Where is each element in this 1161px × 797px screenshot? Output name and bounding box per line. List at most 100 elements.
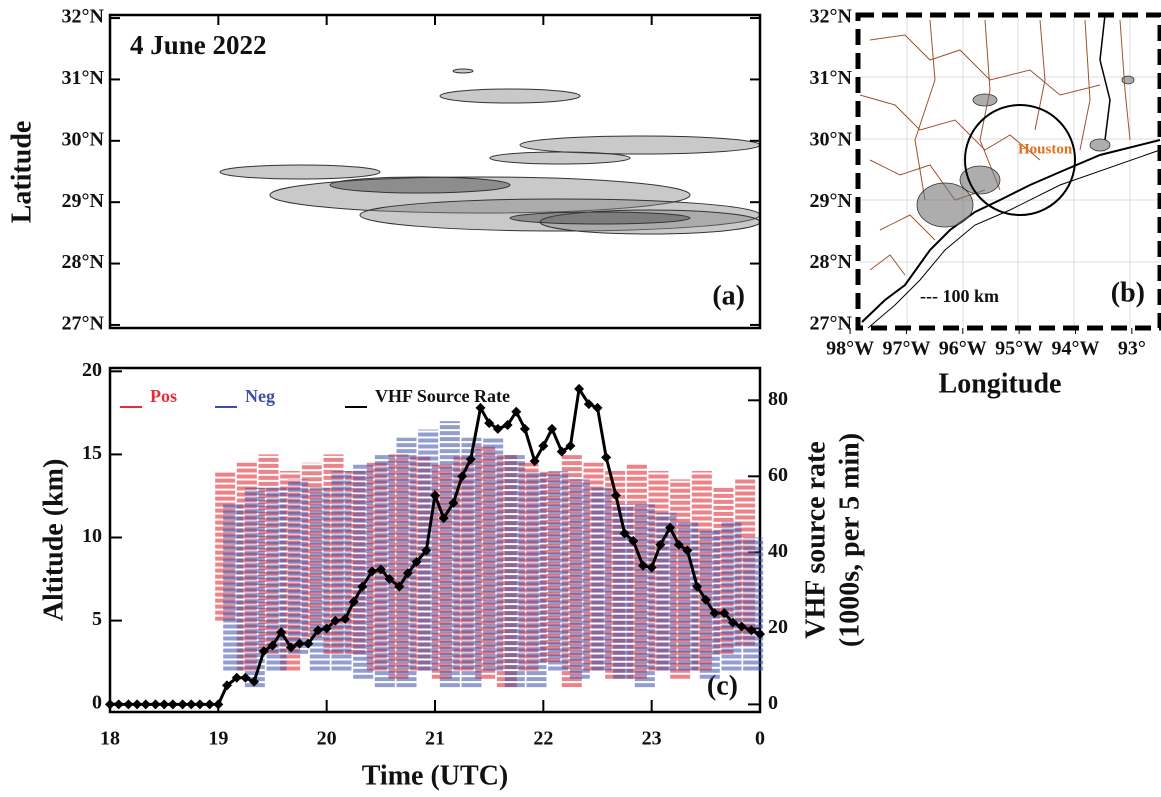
vhf-point: [150, 699, 161, 710]
x-tick-label: 23: [642, 728, 662, 750]
vhf-point: [746, 625, 757, 636]
vhf-point: [673, 539, 684, 550]
y-tick-label: 5: [92, 608, 102, 630]
vhf-point: [194, 699, 205, 710]
vhf-point: [547, 423, 557, 434]
vhf-point: [655, 539, 666, 550]
vhf-point: [692, 581, 703, 592]
vhf-point: [529, 456, 540, 467]
x-tick-label: 21: [425, 728, 445, 750]
vhf-point: [123, 699, 134, 710]
frame-a: [108, 13, 762, 330]
x-axis-label: Time (UTC): [362, 760, 508, 791]
vhf-point: [132, 699, 143, 710]
vhf-point: [313, 625, 323, 636]
vhf-point: [340, 613, 351, 624]
legend-label: VHF Source Rate: [375, 386, 510, 406]
vhf-point: [665, 522, 676, 533]
x-tick-label: 20: [317, 728, 337, 750]
vhf-point: [222, 680, 232, 691]
vhf-point: [348, 596, 359, 607]
vhf-point: [303, 638, 314, 649]
y2-axis-label: VHF source rate: [800, 441, 831, 639]
vhf-point: [601, 452, 612, 463]
title: 4 June 2022: [130, 30, 267, 60]
vhf-point: [330, 615, 341, 626]
x-tick-label: 93°: [1118, 338, 1146, 360]
vhf-point: [519, 423, 530, 434]
y-tick-label: 10: [82, 525, 102, 547]
legend-label: Neg: [245, 386, 275, 406]
city-label: Houston: [1018, 141, 1073, 157]
map-b: [858, 14, 1161, 329]
x-tick-label: 19: [208, 728, 228, 750]
vhf-point: [619, 528, 630, 539]
vhf-point: [113, 699, 124, 710]
y-axis-label: Latitude: [6, 121, 37, 224]
vhf-point: [421, 545, 432, 556]
vhf-point: [231, 672, 242, 683]
y-tick-label: 27°N: [810, 313, 853, 335]
panel-label: (a): [712, 280, 745, 311]
y2-axis-label: (1000s, per 5 min): [834, 433, 865, 647]
vhf-point: [384, 573, 395, 584]
vhf-point: [755, 629, 765, 640]
y-tick-label: 30°N: [810, 128, 853, 150]
vhf-point: [592, 402, 603, 413]
vhf-point: [492, 423, 503, 434]
vhf-point: [402, 568, 413, 579]
x-tick-label: 22: [533, 728, 553, 750]
y-tick-label: 15: [82, 442, 102, 464]
x-tick-label: 18: [100, 728, 120, 750]
vhf-point: [321, 623, 332, 634]
y2-tick-label: 40: [768, 540, 788, 562]
vhf-point: [583, 399, 594, 410]
vhf-point: [475, 402, 486, 413]
y2-tick-label: 0: [768, 692, 778, 714]
y-tick-label: 0: [92, 691, 102, 713]
y2-tick-label: 20: [768, 616, 788, 638]
vhf-point: [213, 699, 224, 710]
vhf-point: [285, 642, 296, 653]
vhf-point: [357, 581, 368, 592]
vhf-point: [411, 556, 422, 567]
vhf-point: [646, 562, 657, 573]
vhf-point: [159, 699, 170, 710]
vhf-point: [638, 560, 648, 571]
vhf-point: [448, 497, 459, 508]
x-tick-label: 94°W: [1051, 338, 1099, 360]
vhf-point: [719, 608, 730, 619]
y-tick-label: 20: [82, 359, 102, 381]
y-tick-label: 32°N: [62, 6, 105, 28]
vhf-point: [375, 564, 386, 575]
vhf-point: [140, 699, 151, 710]
y-tick-label: 28°N: [810, 251, 853, 273]
vhf-point: [294, 638, 305, 649]
vhf-point: [700, 594, 711, 605]
vhf-point: [565, 440, 576, 451]
vhf-point: [538, 440, 549, 451]
y-tick-label: 32°N: [810, 6, 853, 28]
vhf-point: [610, 490, 621, 501]
vhf-point: [727, 617, 738, 628]
y-tick-label: 31°N: [810, 67, 853, 89]
vhf-point: [186, 699, 197, 710]
x-tick-label: 96°W: [939, 338, 987, 360]
contours-a: [219, 68, 761, 235]
vhf-point: [105, 699, 115, 710]
vhf-point: [628, 535, 639, 546]
x-tick-label: 95°W: [995, 338, 1043, 360]
panel-label: (b): [1111, 277, 1145, 308]
y-axis-label: Altitude (km): [38, 459, 69, 622]
vhf-point: [204, 699, 215, 710]
x-tick-label: 97°W: [882, 338, 930, 360]
vhf-point: [511, 406, 522, 417]
vhf-point: [709, 608, 720, 619]
vhf-point: [394, 581, 405, 592]
vhf-point: [736, 621, 747, 632]
x-tick-label: 98°W: [826, 338, 874, 360]
y2-tick-label: 80: [768, 388, 788, 410]
vhf-point: [484, 418, 495, 429]
x-axis-label: Longitude: [939, 368, 1062, 399]
y-tick-label: 30°N: [62, 128, 105, 150]
